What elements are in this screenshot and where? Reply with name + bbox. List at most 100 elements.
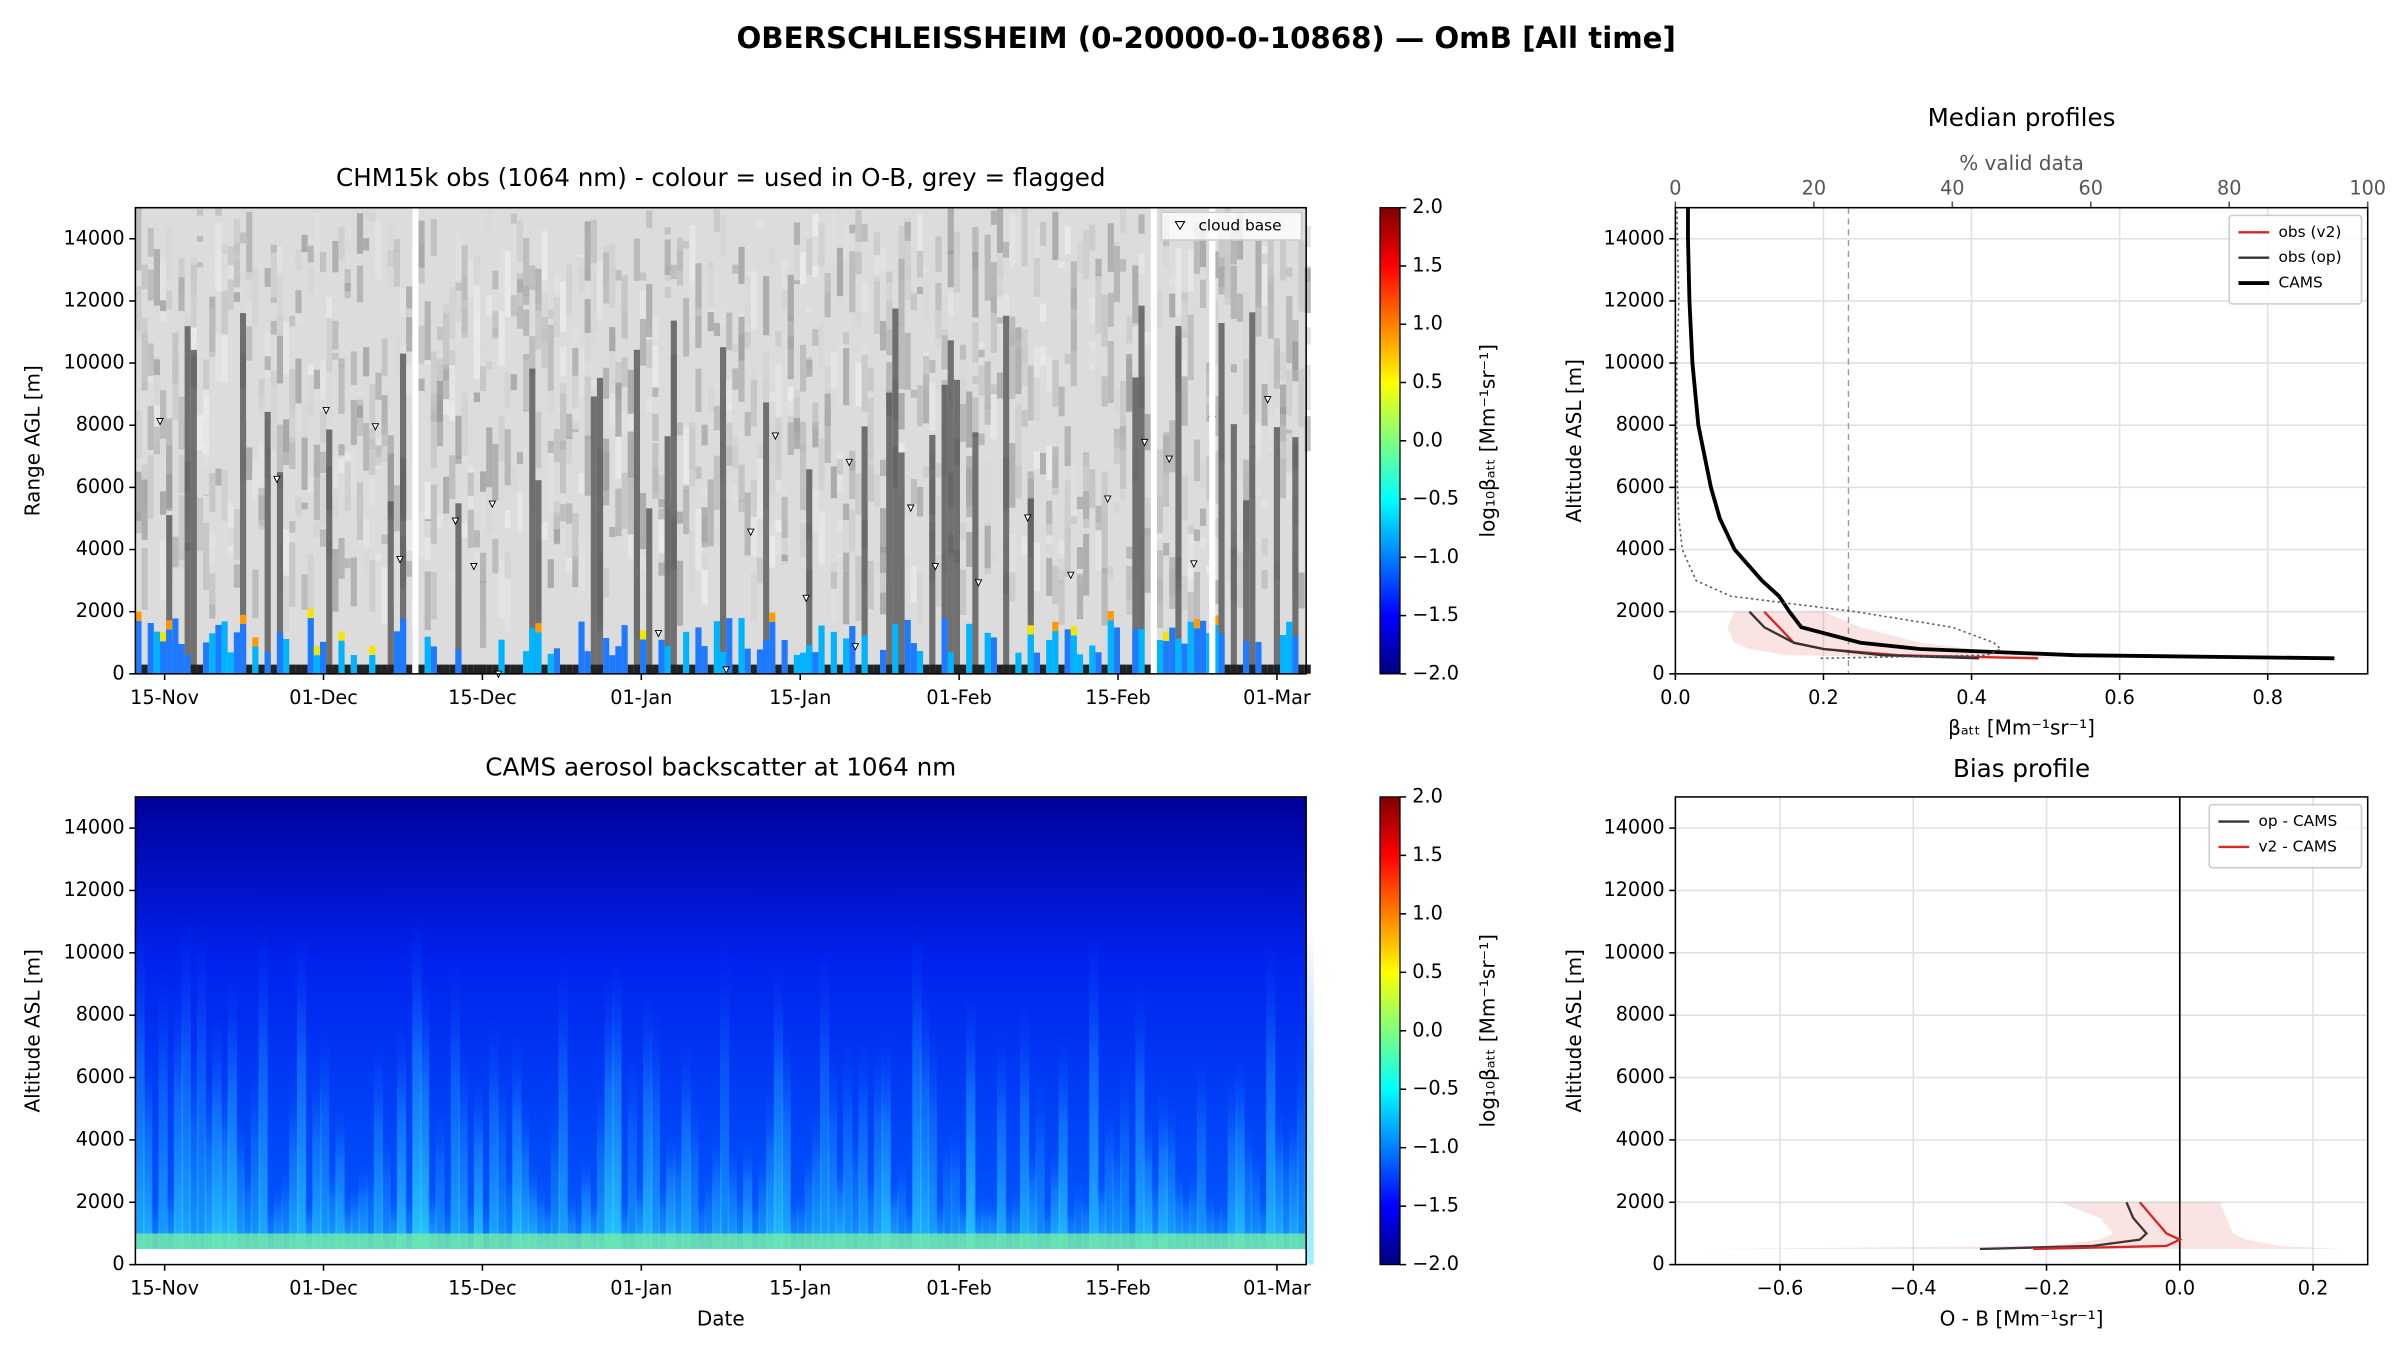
heatmap-cell	[1052, 359, 1059, 408]
heatmap-cell	[572, 375, 579, 430]
heatmap-streak	[789, 1191, 799, 1265]
heatmap-cell	[1070, 635, 1077, 674]
heatmap-cell	[276, 632, 284, 674]
heatmap-cell	[941, 329, 948, 370]
heatmap-cell	[627, 664, 634, 674]
heatmap-cell	[941, 618, 948, 674]
heatmap-cell	[547, 324, 554, 391]
heatmap-cell	[547, 445, 554, 513]
heatmap-cell	[1101, 501, 1108, 566]
heatmap-cell	[1058, 580, 1065, 625]
heatmap-cell	[658, 455, 665, 500]
heatmap-cell	[744, 275, 751, 324]
heatmap-streak	[450, 955, 460, 1265]
heatmap-cell	[590, 396, 597, 674]
heatmap-streak	[550, 1096, 560, 1265]
heatmap-cell	[1064, 528, 1071, 577]
heatmap-streak	[920, 971, 930, 1265]
y-tick-label: 8000	[76, 413, 125, 436]
heatmap-cell	[1218, 257, 1225, 295]
heatmap-cell	[615, 488, 622, 537]
heatmap-cell	[923, 664, 930, 674]
heatmap-cell	[492, 443, 499, 501]
heatmap-cell	[978, 347, 985, 396]
heatmap-cell	[264, 332, 271, 378]
heatmap-cell	[541, 266, 548, 328]
heatmap-cell	[153, 395, 160, 445]
heatmap-streak	[904, 1194, 914, 1265]
heatmap-cell	[1101, 664, 1108, 674]
heatmap-cell	[818, 477, 825, 491]
y-tick-label: 10000	[1603, 351, 1664, 374]
heatmap-cell	[270, 320, 277, 335]
heatmap-cell	[646, 283, 653, 338]
heatmap-cell	[726, 422, 733, 448]
heatmap-cell	[295, 314, 302, 323]
heatmap-streak	[1181, 1180, 1191, 1265]
heatmap-cell	[590, 264, 597, 333]
heatmap-cell	[313, 444, 320, 478]
heatmap-cell	[916, 572, 924, 624]
heatmap-streak	[1212, 1194, 1222, 1265]
heatmap-cell	[1027, 625, 1034, 635]
heatmap-cell	[880, 320, 887, 351]
y-tick-label: 10000	[63, 351, 124, 374]
heatmap-cell	[443, 246, 450, 279]
heatmap-cell	[393, 330, 400, 380]
heatmap-streak	[235, 1105, 245, 1265]
heatmap-cell	[486, 208, 493, 236]
heatmap-cell	[553, 648, 560, 674]
heatmap-cell	[800, 652, 807, 674]
heatmap-cell	[424, 636, 431, 674]
heatmap-cell	[326, 318, 333, 372]
heatmap-cell	[849, 251, 856, 313]
heatmap-cell	[504, 510, 511, 528]
x-tick-label: 01-Jan	[610, 686, 672, 709]
heatmap-cell	[1009, 534, 1016, 578]
heatmap-cell	[978, 349, 985, 358]
y-tick-label: 6000	[1616, 1065, 1665, 1088]
heatmap-cell	[670, 320, 677, 674]
legend-box	[1160, 211, 1303, 241]
heatmap-cell	[744, 347, 751, 368]
heatmap-streak	[973, 1192, 984, 1265]
heatmap-streak	[1073, 1170, 1084, 1265]
heatmap-cell	[960, 523, 967, 542]
heatmap-cell	[338, 455, 345, 474]
heatmap-streak	[704, 1162, 714, 1265]
heatmap-cell	[289, 521, 296, 533]
heatmap-streak	[812, 1098, 822, 1265]
heatmap-cell	[756, 226, 764, 270]
heatmap-streak	[766, 1077, 776, 1265]
heatmap-cell	[695, 286, 702, 337]
heatmap-cell	[1224, 316, 1231, 352]
heatmap-cell	[166, 290, 173, 310]
heatmap-cell	[492, 538, 499, 574]
heatmap-cell	[1015, 464, 1022, 499]
heatmap-cell	[990, 384, 997, 440]
heatmap-cell	[683, 427, 690, 486]
heatmap-cell	[1027, 634, 1034, 674]
heatmap-cell	[1021, 536, 1028, 555]
heatmap-cell	[941, 297, 948, 336]
heatmap-cell	[283, 322, 290, 375]
heatmap-cell	[1200, 222, 1207, 268]
heatmap-streak	[966, 984, 976, 1265]
heatmap-cell	[166, 473, 173, 511]
heatmap-cell	[603, 637, 610, 674]
x-tick-label: 15-Jan	[769, 686, 831, 709]
heatmap-cell	[258, 441, 265, 501]
heatmap-cell	[750, 664, 757, 674]
heatmap-cell	[1120, 381, 1127, 428]
heatmap-cell	[886, 362, 893, 417]
y-tick-label: 8000	[76, 1003, 125, 1026]
heatmap-cell	[1095, 505, 1102, 523]
heatmap-cell	[972, 376, 979, 385]
heatmap-cell	[313, 462, 320, 520]
heatmap-cell	[301, 574, 308, 610]
cloud-base-marker	[802, 594, 810, 603]
heatmap-cell	[1255, 240, 1262, 308]
heatmap-cell	[326, 429, 333, 674]
heatmap-cell	[1009, 212, 1016, 269]
